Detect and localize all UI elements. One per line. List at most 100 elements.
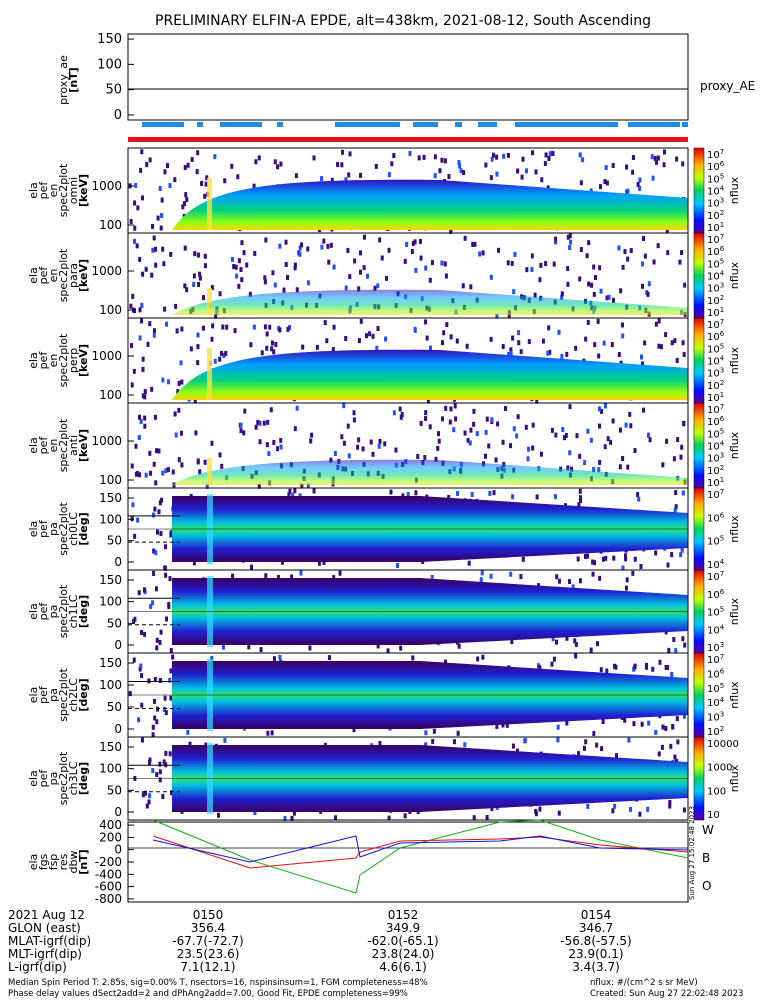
noise-pixel (132, 238, 136, 244)
noise-pixel (163, 565, 167, 571)
noise-pixel (547, 156, 551, 162)
noise-pixel (530, 253, 534, 259)
colorbar (693, 402, 705, 489)
noise-pixel (134, 471, 138, 477)
noise-pixel (249, 342, 253, 348)
noise-pixel (487, 443, 491, 449)
noise-pixel (237, 283, 241, 289)
noise-pixel (291, 492, 295, 498)
noise-pixel (553, 494, 557, 500)
ylabel-line-4: anti (67, 435, 80, 456)
noise-pixel (143, 423, 147, 429)
noise-pixel (502, 461, 506, 467)
noise-pixel (438, 168, 442, 174)
noise-pixel (600, 746, 604, 752)
ytick-label: 50 (107, 534, 122, 548)
noise-pixel (148, 793, 152, 799)
noise-pixel (560, 353, 564, 359)
noise-pixel (453, 403, 457, 409)
noise-pixel (605, 180, 609, 186)
noise-pixel (654, 321, 658, 327)
noise-pixel (577, 502, 581, 508)
noise-pixel (231, 573, 235, 579)
noise-pixel (198, 271, 202, 277)
noise-pixel (373, 285, 377, 291)
colorbar-tick: 104 (707, 185, 725, 198)
noise-pixel (266, 730, 270, 736)
noise-pixel (163, 306, 167, 312)
noise-pixel (152, 461, 156, 467)
noise-pixel (626, 188, 630, 194)
noise-pixel (557, 810, 561, 816)
noise-pixel (673, 507, 677, 513)
noise-pixel (141, 356, 145, 362)
noise-pixel (210, 440, 214, 446)
noise-pixel (276, 574, 280, 580)
noise-pixel (347, 453, 351, 459)
noise-pixel (516, 414, 520, 420)
noise-pixel (621, 565, 625, 571)
noise-pixel (419, 420, 423, 426)
noise-pixel (411, 655, 415, 661)
fgm-segment-5 (413, 122, 438, 127)
noise-pixel (141, 271, 145, 277)
noise-pixel (629, 423, 633, 429)
ylabel-line-2: pa (47, 688, 60, 702)
noise-pixel (578, 276, 582, 282)
noise-pixel (401, 493, 405, 499)
noise-pixel (192, 273, 196, 279)
noise-pixel (362, 265, 366, 271)
noise-pixel (164, 544, 168, 550)
noise-pixel (160, 212, 164, 218)
noise-pixel (129, 303, 133, 309)
ylabel-line-3: spec2plot (57, 248, 70, 302)
noise-pixel (610, 342, 614, 348)
noise-pixel (169, 532, 173, 538)
ylabel-line-4: perp (67, 348, 80, 373)
noise-pixel (557, 329, 561, 335)
noise-pixel (138, 335, 142, 341)
noise-pixel (280, 559, 284, 565)
noise-pixel (467, 560, 471, 566)
noise-pixel (155, 637, 159, 643)
series-b-line (152, 819, 689, 894)
footer-units: nflux: #/(cm^2 s sr MeV) (590, 978, 698, 988)
noise-pixel (161, 246, 165, 252)
noise-pixel (158, 185, 162, 191)
noise-pixel (431, 738, 435, 744)
noise-pixel (468, 440, 472, 446)
noise-pixel (333, 450, 337, 456)
noise-pixel (340, 434, 344, 440)
noise-pixel (592, 466, 596, 472)
noise-pixel (574, 653, 578, 659)
noise-pixel (137, 435, 141, 441)
noise-pixel (201, 325, 205, 331)
noise-pixel (344, 177, 348, 183)
noise-pixel (164, 710, 168, 716)
noise-pixel (661, 724, 665, 730)
ylabel-line-2: en (47, 439, 60, 453)
noise-pixel (223, 737, 227, 743)
noise-pixel (597, 353, 601, 359)
noise-pixel (332, 264, 336, 270)
noise-pixel (443, 158, 447, 164)
noise-pixel (672, 456, 676, 462)
noise-pixel (485, 416, 489, 422)
noise-pixel (603, 179, 607, 185)
fgs-panel (127, 821, 689, 903)
noise-pixel (599, 288, 603, 294)
noise-pixel (196, 252, 200, 258)
noise-pixel (260, 350, 264, 356)
noise-pixel (658, 659, 662, 665)
noise-pixel (270, 346, 274, 352)
colorbar-tick: 105 (707, 172, 724, 185)
noise-pixel (154, 480, 158, 486)
proxy-ae-ylabel-line-1: [nT] (67, 67, 80, 92)
noise-pixel (605, 295, 609, 301)
noise-pixel (519, 574, 523, 580)
noise-pixel (535, 494, 539, 500)
noise-pixel (676, 739, 680, 745)
noise-pixel (428, 345, 432, 351)
col0-glon: 356.4 (191, 921, 225, 935)
